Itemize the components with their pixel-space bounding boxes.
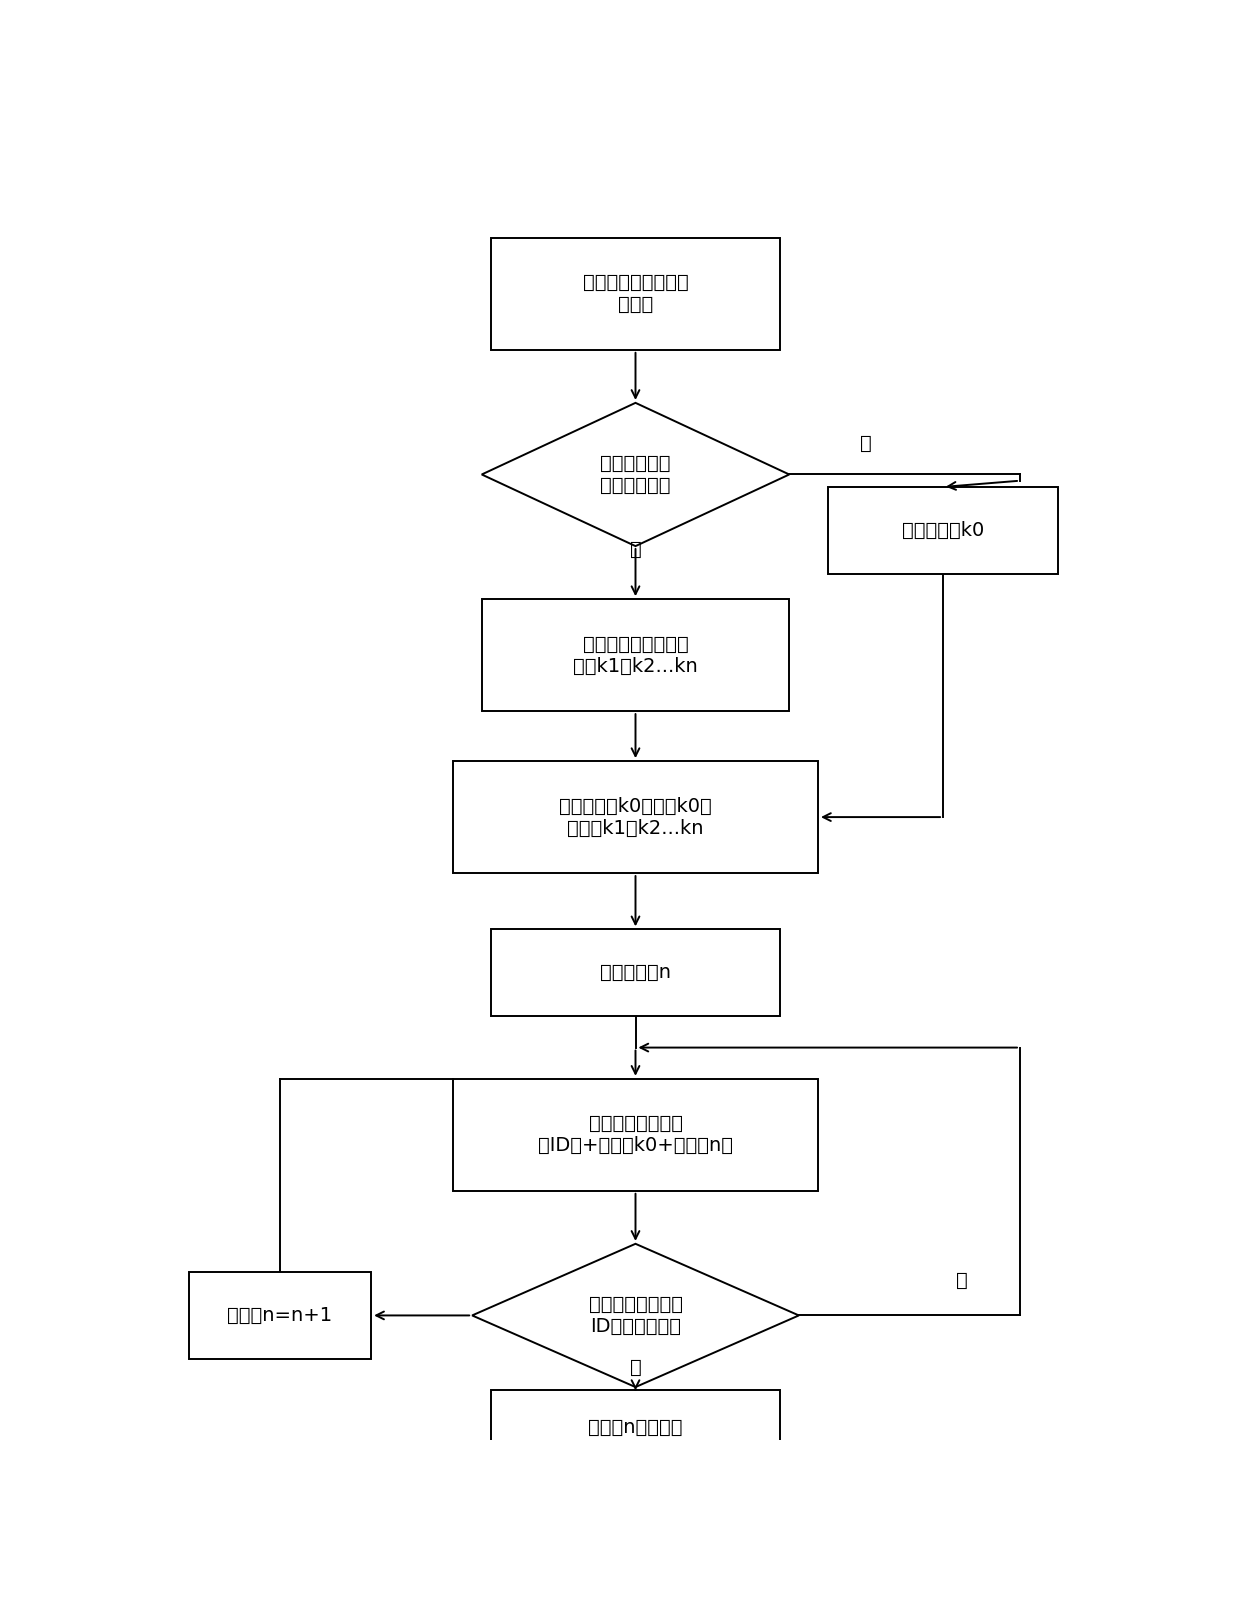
Text: 操作控制终端进入配
对模式: 操作控制终端进入配 对模式 xyxy=(583,273,688,314)
Text: 是: 是 xyxy=(630,1358,641,1377)
Text: 接收判断是否
有其他配对帧: 接收判断是否 有其他配对帧 xyxy=(600,455,671,495)
Text: 循环发送配对帧：
【ID号+操作码k0+区域号n】: 循环发送配对帧： 【ID号+操作码k0+区域号n】 xyxy=(538,1115,733,1155)
Text: 是否收到回复帧且
ID号与自身一致: 是否收到回复帧且 ID号与自身一致 xyxy=(589,1294,682,1336)
Text: 区域号n=n+1: 区域号n=n+1 xyxy=(227,1306,332,1325)
Polygon shape xyxy=(472,1244,799,1387)
Bar xyxy=(828,487,1058,574)
Bar xyxy=(453,1079,818,1191)
Text: 生成区域号n: 生成区域号n xyxy=(600,963,671,982)
Text: 生成操作码k0，其中k0均
不等于k1、k2...kn: 生成操作码k0，其中k0均 不等于k1、k2...kn xyxy=(559,796,712,838)
Bar xyxy=(491,929,780,1016)
Text: 获取其他配对帧的操
作码k1、k2...kn: 获取其他配对帧的操 作码k1、k2...kn xyxy=(573,634,698,676)
Bar xyxy=(453,760,818,874)
Bar xyxy=(491,238,780,349)
Bar xyxy=(481,599,789,712)
Polygon shape xyxy=(481,403,789,547)
Text: 生成操作码k0: 生成操作码k0 xyxy=(901,521,985,540)
Text: 否: 否 xyxy=(861,434,872,453)
Text: 是: 是 xyxy=(630,540,641,558)
Bar xyxy=(188,1272,371,1359)
Text: 该区域n配对成功: 该区域n配对成功 xyxy=(588,1417,683,1437)
Bar xyxy=(491,1390,780,1464)
Text: 否: 否 xyxy=(956,1272,968,1290)
